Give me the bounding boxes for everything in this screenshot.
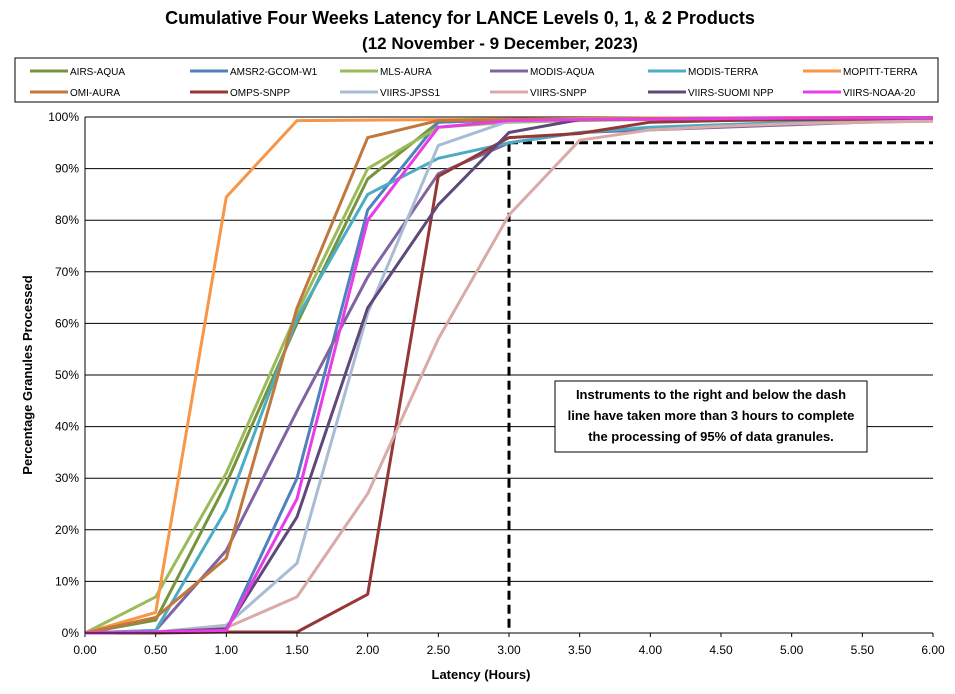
- series-line-omps-snpp: [85, 116, 934, 635]
- legend-label-omi-aura: OMI-AURA: [70, 88, 120, 99]
- annotation-line-1: Instruments to the right and below the d…: [576, 387, 846, 402]
- x-tick-label: 3.00: [497, 643, 521, 657]
- legend-label-mopitt-terra: MOPITT-TERRA: [843, 67, 918, 78]
- reference-lines: [507, 141, 933, 633]
- y-tick-label: 30%: [55, 471, 79, 485]
- series-line-viirs-noaa-20: [84, 116, 934, 635]
- y-tick-label: 60%: [55, 316, 79, 330]
- x-axis-label: Latency (Hours): [432, 667, 531, 682]
- chart-title: Cumulative Four Weeks Latency for LANCE …: [165, 8, 755, 28]
- legend-label-omps-snpp: OMPS-SNPP: [230, 88, 290, 99]
- legend-label-modis-aqua: MODIS-AQUA: [530, 67, 595, 78]
- x-tick-label: 4.00: [639, 643, 663, 657]
- annotation-box: [554, 380, 868, 453]
- x-tick-label: 0.00: [73, 643, 97, 657]
- legend: AIRS-AQUA AMSR2-GCOM-W1 MLS-AURA MODIS-AQUA…: [30, 67, 918, 99]
- legend-box: [14, 57, 939, 103]
- legend-label-viirs-suomi-npp: VIIRS-SUOMI NPP: [688, 88, 774, 99]
- x-tick-label: 6.00: [921, 643, 945, 657]
- x-tick-label: 2.00: [356, 643, 380, 657]
- y-tick-label: 50%: [55, 368, 79, 382]
- x-tick-label: 4.50: [709, 643, 733, 657]
- y-tick-labels: 0% 10% 20% 30% 40% 50% 60% 70% 80% 90% 100%: [48, 110, 79, 640]
- x-tick-label: 2.50: [427, 643, 451, 657]
- x-tick-label: 1.50: [285, 643, 309, 657]
- y-tick-label: 70%: [55, 265, 79, 279]
- y-tick-label: 100%: [48, 110, 79, 124]
- y-tick-label: 40%: [55, 420, 79, 434]
- legend-label-viirs-snpp: VIIRS-SNPP: [530, 88, 587, 99]
- x-tick-label: 0.50: [144, 643, 168, 657]
- annotation-line-2: line have taken more than 3 hours to com…: [568, 408, 855, 423]
- x-tick-labels: 0.00 0.50 1.00 1.50 2.00 2.50 3.00 3.50 4.00 4.50…: [73, 633, 945, 657]
- legend-label-mls-aura: MLS-AURA: [380, 67, 432, 78]
- legend-label-viirs-jpss1: VIIRS-JPSS1: [380, 88, 440, 99]
- y-tick-label: 20%: [55, 523, 79, 537]
- y-tick-label: 0%: [62, 626, 80, 640]
- x-tick-label: 1.00: [215, 643, 239, 657]
- y-axis-label: Percentage Granules Processed: [20, 275, 35, 474]
- annotation-line-3: the processing of 95% of data granules.: [588, 429, 834, 444]
- legend-label-viirs-noaa-20: VIIRS-NOAA-20: [843, 88, 916, 99]
- x-tick-label: 5.50: [851, 643, 875, 657]
- y-tick-label: 80%: [55, 213, 79, 227]
- y-tick-label: 90%: [55, 162, 79, 176]
- x-tick-label: 3.50: [568, 643, 592, 657]
- legend-label-modis-terra: MODIS-TERRA: [688, 67, 758, 78]
- x-tick-label: 5.00: [780, 643, 804, 657]
- y-tick-label: 10%: [55, 574, 79, 588]
- chart-subtitle: (12 November - 9 December, 2023): [362, 34, 638, 53]
- legend-label-amsr2-gcom-w1: AMSR2-GCOM-W1: [230, 67, 318, 78]
- series-lines: [84, 116, 934, 635]
- legend-label-airs-aqua: AIRS-AQUA: [70, 67, 125, 78]
